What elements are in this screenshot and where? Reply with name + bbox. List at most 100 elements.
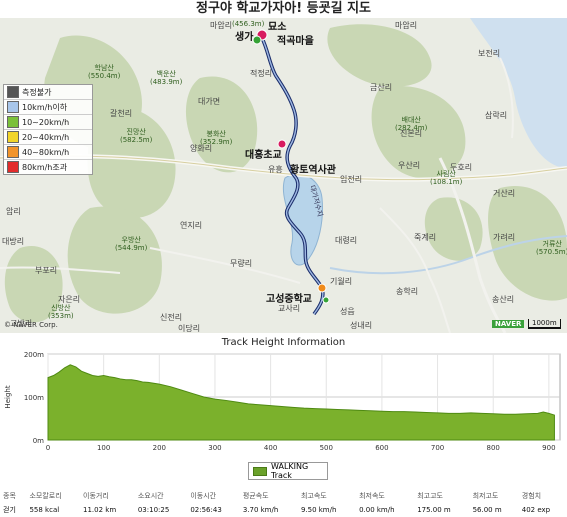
place-label: 임전리 [340, 175, 363, 184]
place-label: 이당리 [178, 324, 201, 333]
x-tick-label: 200 [153, 444, 166, 452]
place-tohwang: 황토역사관 [290, 165, 336, 176]
map-title: 정구야 학교가자아! 등굣길 지도 [196, 1, 371, 16]
place-label: 무량리 [230, 259, 253, 268]
place-label: 대방리 [2, 237, 25, 246]
place-label: 성내리 [350, 321, 373, 330]
stats-table: 종목 소모칼로리 이동거리 소요시간 이동시간 평균속도 최고속도 최저속도 최고고도 최저고도 경… [0, 490, 567, 517]
legend-label: 측정불가 [22, 87, 52, 97]
legend-swatch [7, 161, 19, 173]
waypoint-marker[interactable] [277, 139, 287, 149]
stats-value: 03:10:25 [137, 505, 170, 514]
stats-value: 0.00 km/h [359, 505, 395, 514]
stats-header: 최저고도 [472, 492, 499, 501]
place-label: 삼락리 [485, 111, 508, 120]
place-label: 마암리 [210, 21, 233, 30]
y-tick-label: 0m [33, 437, 44, 445]
place-label: 교사리 [278, 304, 301, 313]
place-label: 연지리 [180, 221, 203, 230]
stats-value: 11.02 km [83, 505, 117, 514]
mountain-label: 신방산 (353m) [48, 304, 74, 320]
y-tick-label: 100m [24, 394, 44, 402]
place-label: 성읍 [340, 307, 355, 316]
roads [0, 57, 567, 333]
stats-header: 최고고도 [417, 492, 443, 501]
place-label: 교방리 [10, 319, 33, 328]
legend-row: 20~40km/h [4, 130, 92, 145]
legend-label: 10km/h이하 [22, 102, 68, 112]
legend-row: 측정불가 [4, 85, 92, 100]
place-label: 두호리 [450, 163, 473, 172]
stats-header: 평균속도 [242, 492, 269, 501]
legend-label: 10~20km/h [22, 117, 70, 127]
chart-title: Track Height Information [221, 337, 346, 348]
stats-value-row: 걷기 558 kcal 11.02 km 03:10:25 02:56:43 3.70 k… [0, 503, 567, 517]
mountain-label: 배대산 (282.4m) [395, 116, 428, 132]
place-label: 마암리 [395, 21, 418, 30]
legend-row: 80km/h조과 [4, 160, 92, 174]
legend-label: WALKING Track [271, 462, 309, 480]
map-copyright: © NAVER Corp. [4, 321, 58, 329]
place-label: 신전리 [160, 313, 183, 322]
legend-label: 80km/h조과 [22, 162, 68, 172]
stats-value: 56.00 m [472, 505, 502, 514]
mountain-label: 봉화산 (352.9m) [200, 130, 233, 146]
stats-header: 경험치 [521, 492, 542, 501]
place-label: 대가면 [198, 97, 221, 106]
stats-value: 3.70 km/h [242, 505, 279, 514]
stats-header: 최고속도 [300, 492, 327, 501]
stats-value: 02:56:43 [190, 505, 222, 514]
place-goseong-school: 고성중학교 [266, 294, 312, 305]
x-tick-label: 300 [208, 444, 221, 452]
x-tick-label: 100 [97, 444, 110, 452]
legend-swatch [7, 86, 19, 98]
place-label: 송산리 [492, 295, 515, 304]
end-marker[interactable] [317, 283, 330, 304]
height-chart: 0m 100m 200m 0 100 200 300 400 500 600 700 800 900 He… [4, 351, 561, 452]
place-label: 대령리 [335, 236, 358, 245]
map-canvas[interactable] [0, 18, 567, 333]
mountain-label: (456.3m) [232, 20, 265, 28]
place-label: 가려리 [493, 233, 516, 242]
place-label: 양화리 [190, 144, 213, 153]
stats-header-row: 종목 소모칼로리 이동거리 소요시간 이동시간 평균속도 최고속도 최저속도 최고고도 최저고도 경… [0, 490, 567, 503]
mountain-label: 진망산 (582.5m) [120, 128, 153, 144]
y-tick-label: 200m [24, 351, 44, 359]
place-label: 송학리 [396, 287, 419, 296]
place-label: 죽계리 [414, 233, 437, 242]
naver-logo: NAVER [492, 320, 525, 328]
place-label: 적정리 [250, 69, 273, 78]
stats-header: 소요시간 [137, 492, 164, 501]
legend-swatch [7, 101, 19, 113]
route-map[interactable]: 마암리 마암리 묘소 생가 적곡마을 적정리 대가면 갈천리 양화리 대흥초교 … [0, 18, 567, 333]
place-label: 자은리 [58, 295, 81, 304]
mountain-areas [4, 24, 567, 323]
map-scale: 1000m [528, 319, 561, 329]
mountain-label: 학남산 (550.4m) [88, 64, 121, 80]
start-marker[interactable] [252, 29, 268, 45]
mountain-label: 우방산 (544.9m) [115, 236, 148, 252]
route-track[interactable] [261, 37, 324, 315]
place-label: 기월리 [330, 277, 353, 286]
place-label: 금산리 [370, 83, 393, 92]
mountain-label: 거류산 (570.5m) [536, 240, 567, 256]
stats-value: 402 exp [521, 505, 551, 514]
place-daeheung: 대흥초교 [245, 150, 282, 161]
place-label: 진본리 [400, 129, 423, 138]
speed-legend: 측정불가 10km/h이하 10~20km/h 20~40km/h 40~80km/h 8… [3, 84, 93, 175]
legend-row: 10~20km/h [4, 115, 92, 130]
legend-swatch [253, 466, 267, 476]
place-label: 갈천리 [110, 109, 133, 118]
place-label: 암리 [6, 207, 21, 216]
legend-label: 20~40km/h [22, 132, 70, 142]
stats-header: 이동시간 [190, 492, 217, 501]
stats-value: 9.50 km/h [300, 505, 337, 514]
place-saengga: 생가 [235, 32, 254, 43]
stats-header: 최저속도 [359, 492, 385, 501]
legend-row: 10km/h이하 [4, 100, 92, 115]
place-label: 거산리 [493, 189, 516, 198]
legend-swatch [7, 131, 19, 143]
place-label: 부포리 [35, 266, 58, 275]
stats-header: 이동거리 [83, 492, 109, 501]
x-tick-label: 800 [487, 444, 500, 452]
